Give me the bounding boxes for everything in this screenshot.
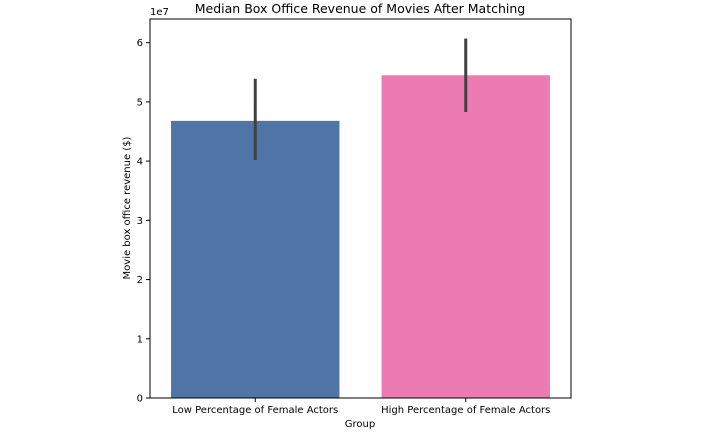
bar-low-percentage	[171, 120, 340, 398]
y-tick-label: 0	[137, 394, 143, 405]
chart-title: Median Box Office Revenue of Movies Afte…	[195, 1, 525, 16]
y-tick-label: 6	[137, 38, 143, 49]
y-tick-label: 4	[137, 157, 143, 168]
y-tick-label: 2	[137, 275, 143, 286]
y-tick-label: 1	[137, 334, 143, 345]
x-tick-label: High Percentage of Female Actors	[381, 405, 550, 416]
y-axis-label: Movie box office revenue ($)	[122, 136, 133, 279]
y-tick-label: 5	[137, 97, 143, 108]
axes-layer: Low Percentage of Female Actors High Perc…	[137, 18, 572, 416]
y-tick-label: 3	[137, 216, 143, 227]
x-axis-label: Group	[345, 419, 375, 430]
x-tick-label: Low Percentage of Female Actors	[172, 405, 338, 416]
y-axis-offset-label: 1e7	[150, 7, 169, 18]
bar-high-percentage	[381, 75, 550, 398]
bars-layer	[171, 38, 550, 398]
plot-frame	[149, 18, 572, 399]
